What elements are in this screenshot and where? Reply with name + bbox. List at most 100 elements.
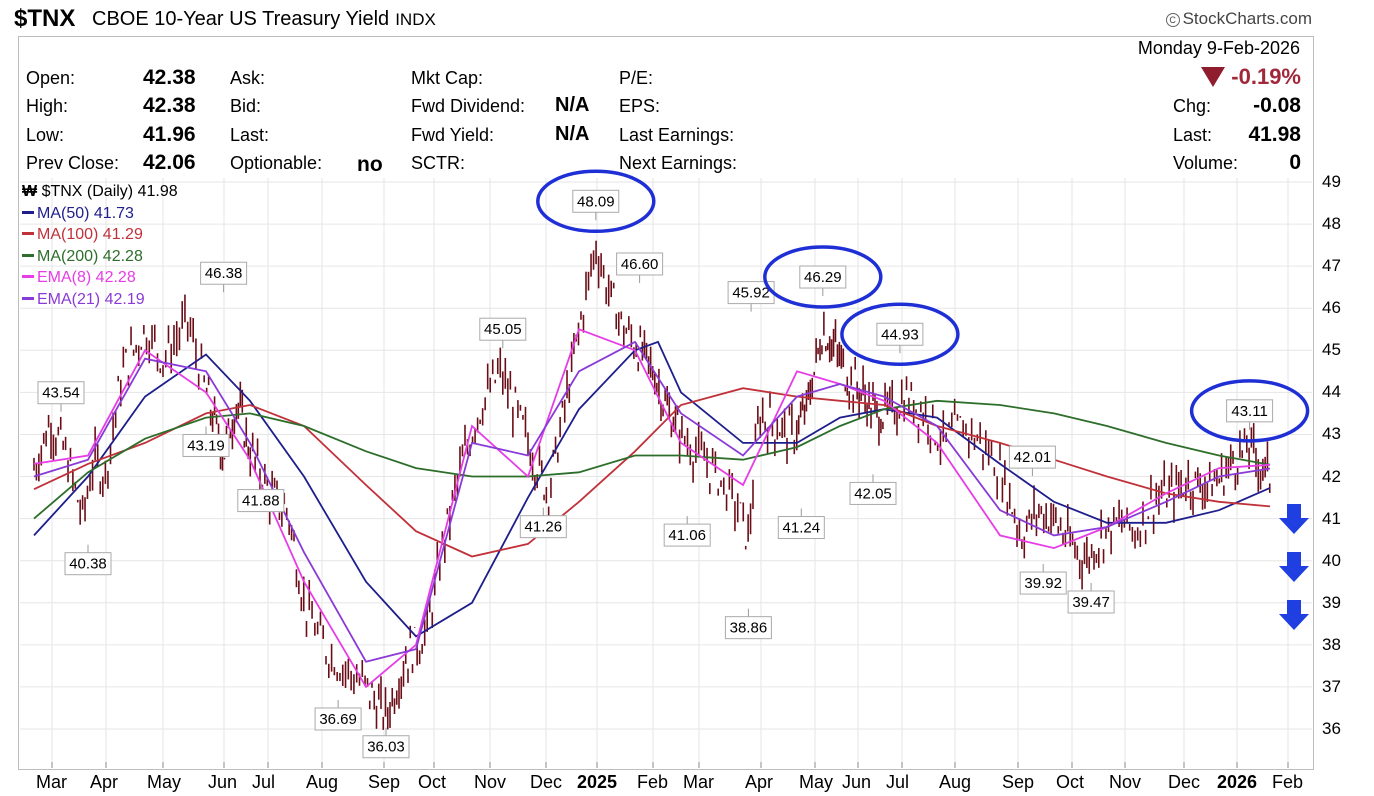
- annotation-label: 41.06: [668, 527, 706, 544]
- ma200-line: [33, 399, 1271, 520]
- x-tick-label: Mar: [683, 772, 714, 792]
- security-name: CBOE 10-Year US Treasury Yield INDX: [92, 8, 436, 31]
- x-tick-label: Nov: [474, 772, 507, 792]
- y-tick-label: 37: [1322, 676, 1341, 696]
- annotation-box: [849, 481, 897, 505]
- ema21-swatch: [22, 296, 34, 300]
- ma200-swatch: [22, 253, 34, 257]
- brand-text: StockCharts.com: [1182, 9, 1312, 28]
- chg-value: -0.08: [1253, 94, 1301, 117]
- down-triangle-icon: [1201, 67, 1226, 87]
- y-tick-label: 44: [1322, 382, 1341, 402]
- annotation-label: 41.24: [783, 520, 821, 537]
- optionable-value: no: [357, 153, 383, 176]
- bid-label: Bid:: [230, 96, 262, 116]
- brand-logo[interactable]: C StockCharts.com: [1165, 9, 1312, 29]
- ma100-swatch: [22, 232, 34, 235]
- fwd-yield-value: N/A: [555, 123, 590, 145]
- next-earnings-label: Next Earnings:: [619, 153, 738, 173]
- ma100-line: [33, 387, 1271, 558]
- chg-label: Chg:: [1173, 96, 1212, 116]
- prev-close-label: Prev Close:: [26, 153, 120, 173]
- high-value: 42.38: [143, 94, 196, 117]
- annotation-box: [64, 552, 112, 576]
- annotation-label: 43.54: [42, 385, 80, 402]
- y-tick-label: 41: [1322, 508, 1341, 528]
- ma50-swatch: [22, 210, 34, 214]
- x-tick-label: Dec: [530, 772, 563, 792]
- annotation-label: 41.26: [525, 519, 563, 536]
- annotation-label: 46.29: [804, 269, 842, 286]
- x-tick-label: Aug: [306, 772, 339, 792]
- x-tick-label: Feb: [637, 772, 669, 792]
- prev-close-value: 42.06: [143, 151, 196, 174]
- x-tick-label: 2025: [577, 772, 618, 792]
- y-tick-label: 43: [1322, 424, 1341, 444]
- ohlc-icon: ₩: [22, 183, 38, 200]
- y-tick-label: 48: [1322, 214, 1341, 234]
- sctr-label: SCTR:: [411, 153, 465, 173]
- annotation-box: [724, 616, 772, 640]
- annotation-box: [200, 261, 248, 285]
- annotation-box: [799, 265, 847, 289]
- fwd-dividend-value: N/A: [555, 94, 590, 116]
- x-tick-label: Nov: [1109, 772, 1142, 792]
- open-value: 42.38: [143, 66, 196, 89]
- x-tick-label: Jul: [252, 772, 276, 792]
- ema8-swatch: [22, 275, 34, 278]
- optionable-label: Optionable:: [230, 153, 323, 173]
- y-tick-label: 45: [1322, 340, 1341, 360]
- x-tick-label: Dec: [1168, 772, 1201, 792]
- security-name-text: CBOE 10-Year US Treasury Yield: [92, 8, 390, 30]
- annotation-label: 36.03: [367, 739, 405, 756]
- last-label-mid: Last:: [230, 125, 270, 145]
- annotation-label: 39.47: [1072, 594, 1110, 611]
- x-tick-label: Oct: [418, 772, 447, 792]
- down-arrow-icon: [1279, 600, 1309, 630]
- annotation-label: 45.92: [732, 285, 770, 302]
- down-arrow-icon: [1279, 504, 1309, 534]
- legend-ma50-text: MA(50) 41.73: [37, 204, 134, 222]
- legend-item-price: ₩ $TNX (Daily) 41.98: [22, 181, 178, 203]
- annotation-box: [1019, 571, 1067, 595]
- annotation-box: [362, 735, 410, 759]
- volume-value: 0: [1289, 151, 1301, 174]
- highlight-circle: [763, 245, 883, 309]
- annotation-box: [1067, 590, 1115, 614]
- legend-item-ma100: MA(100) 41.29: [22, 224, 178, 246]
- legend-price-text: $TNX (Daily) 41.98: [41, 183, 178, 200]
- chart-panel: [18, 36, 1314, 770]
- mktcap-label: Mkt Cap:: [411, 68, 484, 88]
- x-tick-label: Apr: [745, 772, 774, 792]
- annotation-box: [616, 252, 664, 276]
- legend-ema8-text: EMA(8) 42.28: [37, 269, 136, 286]
- last-label: Last:: [1173, 125, 1213, 145]
- annotation-box: [237, 489, 285, 513]
- annotation-box: [182, 433, 230, 457]
- pct-change: -0.19%: [1201, 64, 1301, 90]
- symbol: $TNX: [14, 5, 76, 32]
- low-label: Low:: [26, 125, 65, 145]
- legend-ema21-text: EMA(21) 42.19: [37, 290, 145, 308]
- annotation-box: [1008, 445, 1056, 469]
- highlight-circle: [536, 169, 656, 234]
- y-tick-label: 36: [1322, 719, 1341, 738]
- down-arrow-icon: [1279, 552, 1309, 582]
- highlight-circle: [1189, 379, 1310, 443]
- annotation-label: 42.01: [1014, 449, 1052, 466]
- annotation-label: 46.38: [205, 265, 243, 282]
- pct-change-value: -0.19%: [1231, 64, 1301, 89]
- highlight-circle: [840, 302, 960, 367]
- x-tick-label: Sep: [368, 772, 401, 792]
- annotation-box: [777, 516, 825, 540]
- annotation-box: [479, 317, 527, 341]
- legend-ma100-text: MA(100) 41.29: [37, 226, 143, 243]
- fwd-dividend-label: Fwd Dividend:: [411, 96, 526, 116]
- annotation-label: 36.69: [319, 711, 357, 728]
- annotation-label: 48.09: [577, 193, 615, 210]
- annotation-label: 43.11: [1231, 403, 1267, 420]
- annotation-box: [572, 189, 620, 213]
- ema8-line: [33, 328, 1271, 689]
- legend-item-ma50: MA(50) 41.73: [22, 203, 178, 225]
- copyright-icon: C: [1165, 13, 1180, 27]
